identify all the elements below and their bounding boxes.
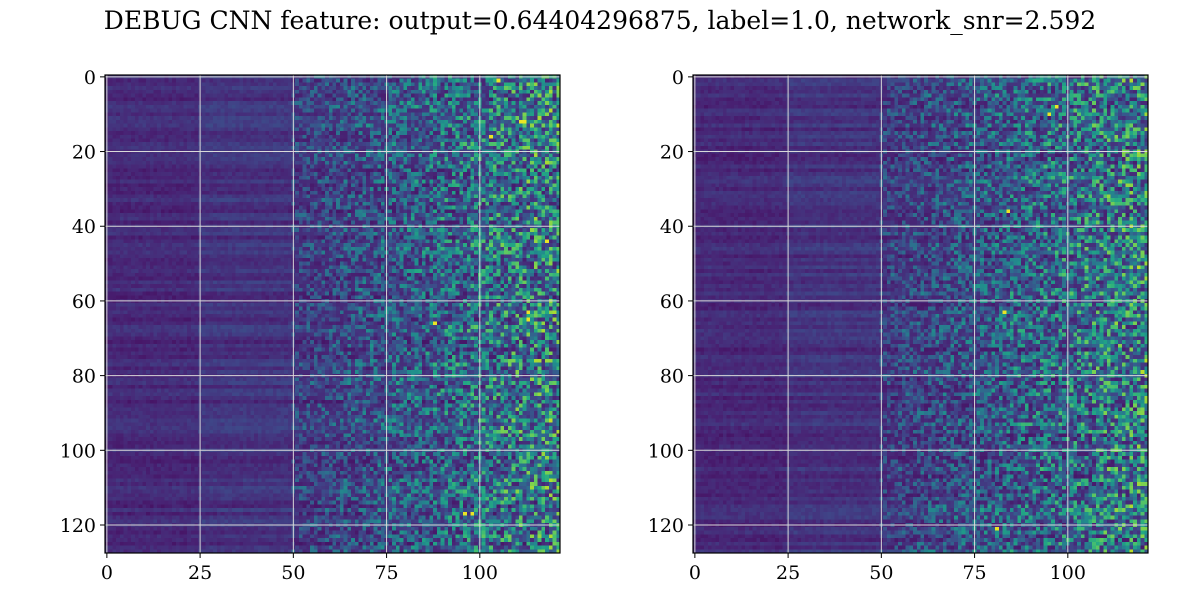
y-tick-label: 100 <box>648 440 684 462</box>
heatmap-cells <box>105 75 561 554</box>
x-tick-label: 50 <box>869 562 893 584</box>
y-tick-label: 20 <box>72 142 96 164</box>
x-tick-label: 0 <box>101 562 113 584</box>
y-tick-label: 80 <box>72 366 96 388</box>
y-tick-label: 0 <box>672 67 684 89</box>
x-tick-label: 0 <box>689 562 701 584</box>
x-tick-label: 75 <box>962 562 986 584</box>
x-tick-label: 75 <box>374 562 398 584</box>
y-tick-label: 80 <box>660 366 684 388</box>
y-tick-label: 60 <box>72 291 96 313</box>
x-tick-label: 25 <box>188 562 212 584</box>
axes-frame <box>692 74 1149 554</box>
y-tick-label: 40 <box>660 216 684 238</box>
heatmap-cells <box>693 75 1149 554</box>
heatmap-panel-left: 0 25 50 75 100 0 20 40 60 80 100 120 <box>60 67 561 584</box>
y-tick-label: 120 <box>60 515 96 537</box>
axes-frame <box>104 74 561 554</box>
y-tick-label: 20 <box>660 142 684 164</box>
x-tick-label: 50 <box>281 562 305 584</box>
heatmap-panel-right: 0 25 50 75 100 0 20 40 60 80 100 120 <box>648 67 1149 584</box>
y-tick-label: 120 <box>648 515 684 537</box>
x-tick-label: 100 <box>1050 562 1086 584</box>
y-tick-label: 60 <box>660 291 684 313</box>
figure-title: DEBUG CNN feature: output=0.64404296875,… <box>0 6 1200 35</box>
y-tick-label: 0 <box>84 67 96 89</box>
x-tick-label: 25 <box>776 562 800 584</box>
x-tick-label: 100 <box>462 562 498 584</box>
y-tick-label: 40 <box>72 216 96 238</box>
y-tick-label: 100 <box>60 440 96 462</box>
